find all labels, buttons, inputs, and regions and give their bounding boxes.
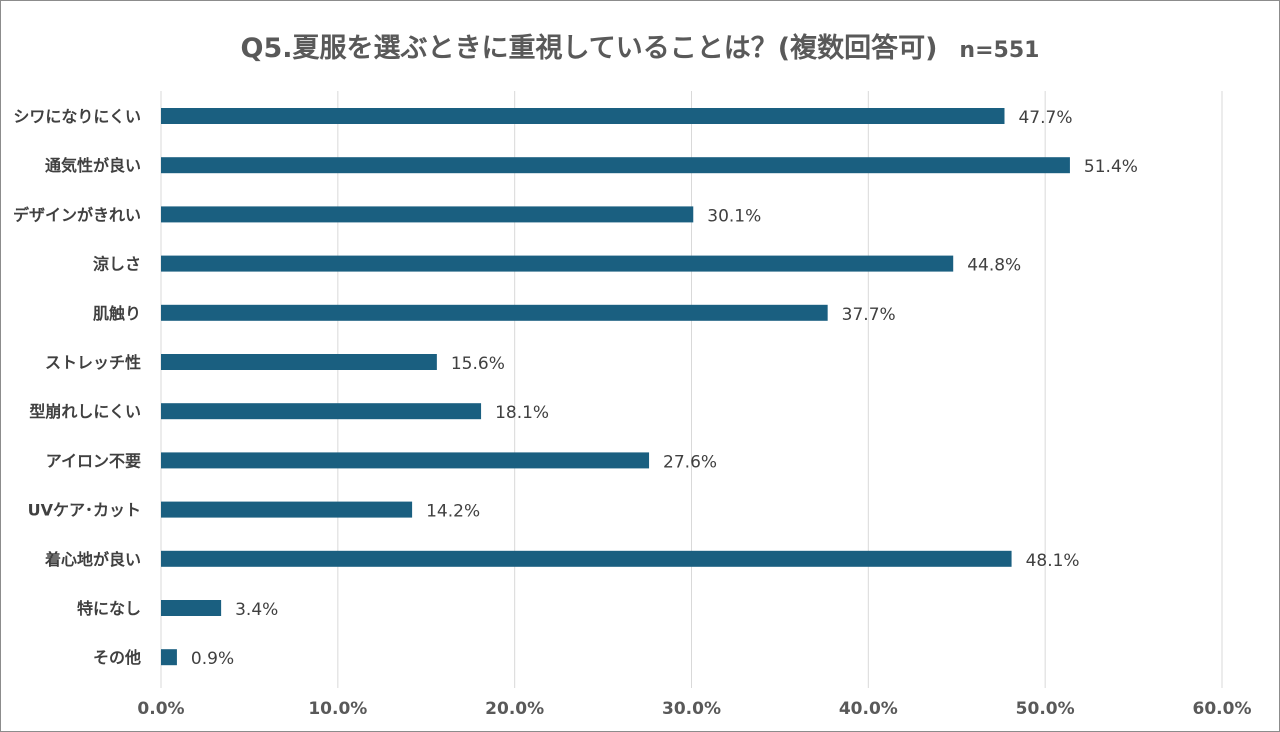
category-label: アイロン不要: [46, 451, 141, 470]
category-label: ストレッチ性: [45, 353, 141, 372]
bar: [161, 550, 1012, 567]
bar: [161, 206, 694, 223]
chart-title: Q5.夏服を選ぶときに重視していることは？(複数回答可): [240, 33, 938, 64]
bar: [161, 255, 954, 272]
sample-size-label: n=551: [959, 38, 1040, 63]
bar: [161, 108, 1005, 124]
category-label: UVケア･カット: [28, 501, 141, 520]
value-labels: 47.7% 51.4% 30.1% 44.8% 37.7% 15.6% 18.1% 27.6%…: [191, 108, 1138, 669]
category-label: デザインがきれい: [13, 205, 141, 224]
value-label: 30.1%: [707, 206, 761, 226]
category-labels: シワになりにくい通気性が良いデザインがきれい涼しさ肌触りストレッチ性型崩れしにく…: [13, 107, 141, 667]
value-label: 47.7%: [1018, 108, 1072, 128]
category-label: 涼しさ: [93, 255, 141, 274]
value-label: 0.9%: [191, 649, 234, 669]
value-label: 37.7%: [842, 305, 896, 325]
chart-title-row: Q5.夏服を選ぶときに重視していることは？(複数回答可) n=551: [0, 26, 1280, 65]
x-tick-labels: 0.0% 10.0% 20.0% 30.0% 40.0% 50.0% 60.0%: [137, 699, 1251, 719]
value-label: 18.1%: [495, 403, 549, 423]
category-label: シワになりにくい: [13, 107, 141, 126]
bar: [161, 501, 413, 518]
category-label: 通気性が良い: [45, 156, 141, 175]
bar: [161, 600, 222, 616]
value-label: 15.6%: [451, 354, 505, 374]
x-tick-label: 0.0%: [137, 699, 184, 719]
bar: [161, 354, 437, 370]
x-tick-label: 20.0%: [485, 699, 544, 719]
value-label: 27.6%: [663, 452, 717, 472]
x-tick-label: 50.0%: [1016, 699, 1075, 719]
category-label: 特になし: [77, 599, 141, 618]
gridlines: [160, 91, 1223, 688]
bar: [161, 403, 482, 420]
bar: [161, 157, 1070, 174]
value-label: 14.2%: [426, 502, 480, 522]
bar: [161, 452, 650, 469]
category-label: 肌触り: [93, 304, 141, 323]
value-label: 3.4%: [235, 600, 278, 620]
x-tick-label: 10.0%: [308, 699, 367, 719]
bar: [161, 649, 177, 666]
value-label: 48.1%: [1026, 551, 1080, 571]
bar: [161, 304, 828, 321]
category-label: その他: [93, 648, 141, 667]
x-tick-label: 40.0%: [839, 699, 898, 719]
bars: [161, 108, 1070, 666]
value-label: 51.4%: [1084, 157, 1138, 177]
x-tick-label: 60.0%: [1193, 699, 1252, 719]
value-label: 44.8%: [967, 256, 1021, 276]
category-label: 型崩れしにくい: [29, 402, 141, 421]
x-tick-label: 30.0%: [662, 699, 721, 719]
category-label: 着心地が良い: [44, 550, 141, 569]
